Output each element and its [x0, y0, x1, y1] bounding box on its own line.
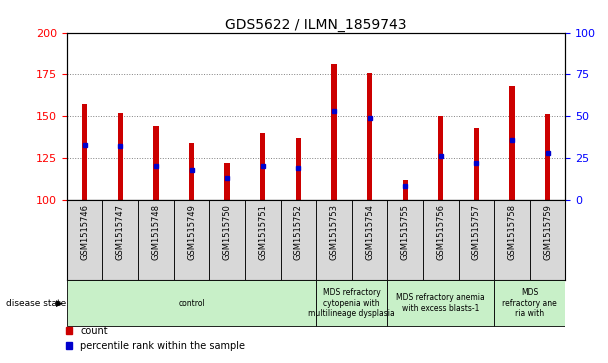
- FancyBboxPatch shape: [174, 200, 209, 280]
- Bar: [402, 180, 408, 200]
- Text: GSM1515746: GSM1515746: [80, 204, 89, 260]
- Text: GSM1515759: GSM1515759: [543, 204, 552, 260]
- Text: GSM1515755: GSM1515755: [401, 204, 410, 260]
- Text: GSM1515748: GSM1515748: [151, 204, 161, 260]
- Bar: [82, 105, 88, 200]
- Legend: count, percentile rank within the sample: count, percentile rank within the sample: [66, 326, 245, 351]
- Text: GSM1515747: GSM1515747: [116, 204, 125, 260]
- Bar: [545, 114, 550, 200]
- FancyBboxPatch shape: [245, 200, 280, 280]
- Bar: [117, 113, 123, 200]
- FancyBboxPatch shape: [352, 200, 387, 280]
- FancyBboxPatch shape: [494, 281, 565, 326]
- FancyBboxPatch shape: [458, 200, 494, 280]
- Bar: [367, 73, 372, 200]
- FancyBboxPatch shape: [209, 200, 245, 280]
- FancyBboxPatch shape: [530, 200, 565, 280]
- Text: GSM1515754: GSM1515754: [365, 204, 374, 260]
- FancyBboxPatch shape: [494, 200, 530, 280]
- FancyBboxPatch shape: [423, 200, 458, 280]
- FancyBboxPatch shape: [316, 281, 387, 326]
- Text: GSM1515749: GSM1515749: [187, 204, 196, 260]
- Text: GSM1515757: GSM1515757: [472, 204, 481, 260]
- FancyBboxPatch shape: [138, 200, 174, 280]
- Text: GSM1515758: GSM1515758: [508, 204, 517, 260]
- FancyBboxPatch shape: [67, 281, 316, 326]
- Text: MDS refractory anemia
with excess blasts-1: MDS refractory anemia with excess blasts…: [396, 293, 485, 313]
- Bar: [153, 126, 159, 200]
- Title: GDS5622 / ILMN_1859743: GDS5622 / ILMN_1859743: [226, 18, 407, 32]
- FancyBboxPatch shape: [387, 200, 423, 280]
- Bar: [189, 143, 194, 200]
- Bar: [224, 163, 230, 200]
- Bar: [260, 133, 266, 200]
- Bar: [331, 64, 337, 200]
- Text: control: control: [178, 299, 205, 307]
- Text: GSM1515750: GSM1515750: [223, 204, 232, 260]
- FancyBboxPatch shape: [316, 200, 352, 280]
- Text: GSM1515753: GSM1515753: [330, 204, 339, 260]
- Text: GSM1515752: GSM1515752: [294, 204, 303, 260]
- Text: MDS
refractory ane
ria with: MDS refractory ane ria with: [502, 288, 557, 318]
- Bar: [474, 128, 479, 200]
- Bar: [295, 138, 301, 200]
- FancyBboxPatch shape: [280, 200, 316, 280]
- Bar: [438, 116, 443, 200]
- FancyBboxPatch shape: [103, 200, 138, 280]
- Bar: [510, 86, 515, 200]
- Text: disease state: disease state: [6, 299, 66, 307]
- Text: ▶: ▶: [56, 299, 63, 307]
- FancyBboxPatch shape: [387, 281, 494, 326]
- Text: GSM1515756: GSM1515756: [437, 204, 445, 260]
- Text: MDS refractory
cytopenia with
multilineage dysplasia: MDS refractory cytopenia with multilinea…: [308, 288, 395, 318]
- FancyBboxPatch shape: [67, 200, 103, 280]
- Text: GSM1515751: GSM1515751: [258, 204, 268, 260]
